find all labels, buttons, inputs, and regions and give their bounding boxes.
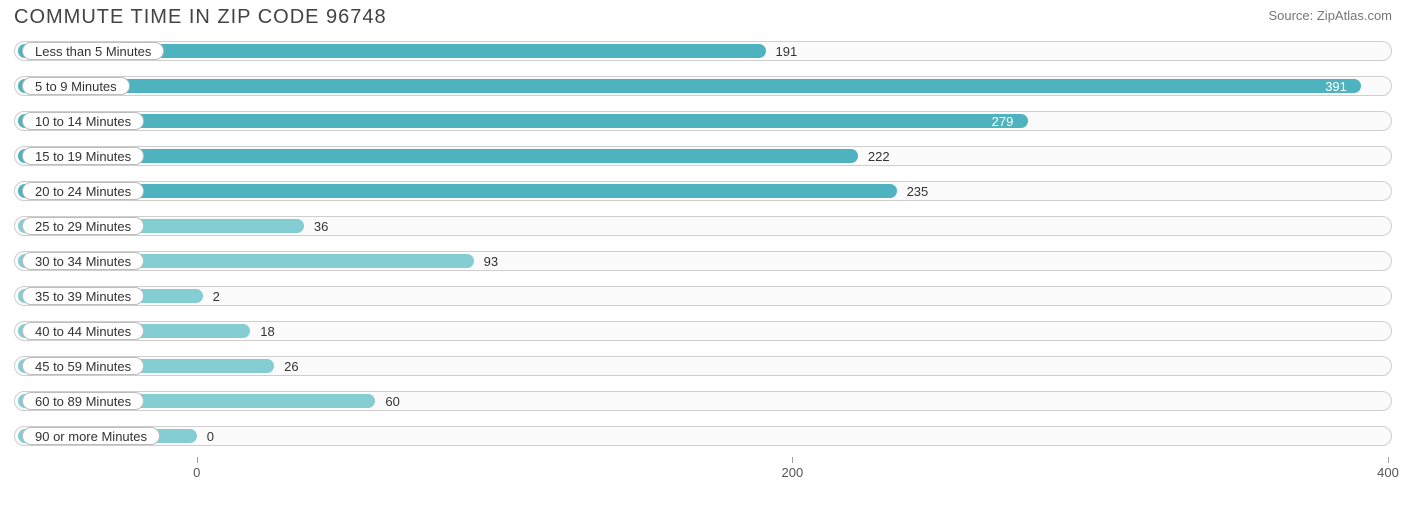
chart-row: 10 to 14 Minutes 279 — [14, 107, 1392, 135]
chart-row: 45 to 59 Minutes 26 — [14, 352, 1392, 380]
category-pill: 35 to 39 Minutes — [22, 287, 144, 305]
category-label: 90 or more Minutes — [35, 429, 147, 444]
category-pill: 30 to 34 Minutes — [22, 252, 144, 270]
category-label: 60 to 89 Minutes — [35, 394, 131, 409]
bar-fill — [18, 114, 1028, 128]
value-label: 2 — [213, 287, 220, 305]
chart-row: 90 or more Minutes 0 — [14, 422, 1392, 450]
value-label: 222 — [868, 147, 890, 165]
category-pill: 40 to 44 Minutes — [22, 322, 144, 340]
category-pill: Less than 5 Minutes — [22, 42, 164, 60]
category-pill: 90 or more Minutes — [22, 427, 160, 445]
category-label: 10 to 14 Minutes — [35, 114, 131, 129]
axis-tick-label: 400 — [1377, 465, 1399, 480]
value-label: 60 — [385, 392, 399, 410]
value-label: 18 — [260, 322, 274, 340]
category-label: 5 to 9 Minutes — [35, 79, 117, 94]
value-label: 26 — [284, 357, 298, 375]
category-pill: 20 to 24 Minutes — [22, 182, 144, 200]
category-label: 20 to 24 Minutes — [35, 184, 131, 199]
axis-tick-label: 200 — [781, 465, 803, 480]
category-label: 40 to 44 Minutes — [35, 324, 131, 339]
chart-row: 40 to 44 Minutes 18 — [14, 317, 1392, 345]
value-label: 279 — [992, 112, 1014, 130]
chart-row: 35 to 39 Minutes 2 — [14, 282, 1392, 310]
value-label: 235 — [907, 182, 929, 200]
chart-row: 20 to 24 Minutes 235 — [14, 177, 1392, 205]
bar-fill — [18, 184, 897, 198]
category-pill: 45 to 59 Minutes — [22, 357, 144, 375]
chart-header: COMMUTE TIME IN ZIP CODE 96748 Source: Z… — [0, 0, 1406, 31]
value-label: 36 — [314, 217, 328, 235]
chart-area: Less than 5 Minutes 191 5 to 9 Minutes 391 1… — [0, 31, 1406, 450]
value-label: 391 — [1325, 77, 1347, 95]
x-axis: 0200400 — [14, 457, 1392, 487]
bar-track — [14, 286, 1392, 306]
chart-row: 15 to 19 Minutes 222 — [14, 142, 1392, 170]
category-label: 25 to 29 Minutes — [35, 219, 131, 234]
value-label: 0 — [207, 427, 214, 445]
axis-tick — [1388, 457, 1389, 463]
axis-tick — [792, 457, 793, 463]
category-pill: 15 to 19 Minutes — [22, 147, 144, 165]
chart-row: 60 to 89 Minutes 60 — [14, 387, 1392, 415]
chart-source: Source: ZipAtlas.com — [1268, 8, 1392, 23]
value-label: 93 — [484, 252, 498, 270]
value-label: 191 — [776, 42, 798, 60]
chart-row: Less than 5 Minutes 191 — [14, 37, 1392, 65]
axis-tick-label: 0 — [193, 465, 200, 480]
chart-row: 25 to 29 Minutes 36 — [14, 212, 1392, 240]
category-label: Less than 5 Minutes — [35, 44, 151, 59]
category-label: 30 to 34 Minutes — [35, 254, 131, 269]
category-pill: 60 to 89 Minutes — [22, 392, 144, 410]
category-label: 15 to 19 Minutes — [35, 149, 131, 164]
bar-track — [14, 426, 1392, 446]
category-pill: 5 to 9 Minutes — [22, 77, 130, 95]
bar-fill — [18, 79, 1361, 93]
category-label: 35 to 39 Minutes — [35, 289, 131, 304]
category-pill: 25 to 29 Minutes — [22, 217, 144, 235]
chart-row: 5 to 9 Minutes 391 — [14, 72, 1392, 100]
chart-title: COMMUTE TIME IN ZIP CODE 96748 — [14, 6, 387, 29]
category-label: 45 to 59 Minutes — [35, 359, 131, 374]
chart-row: 30 to 34 Minutes 93 — [14, 247, 1392, 275]
category-pill: 10 to 14 Minutes — [22, 112, 144, 130]
axis-tick — [197, 457, 198, 463]
